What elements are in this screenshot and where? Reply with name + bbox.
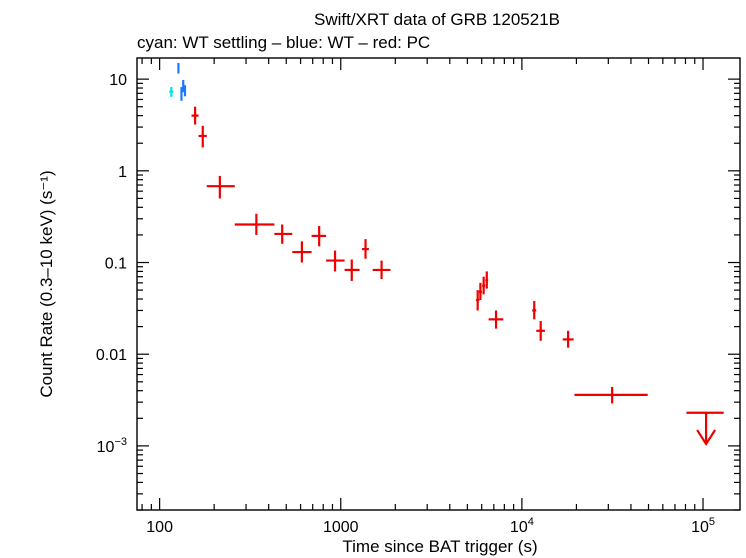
- y-tick-label: 1: [118, 164, 127, 181]
- data-point: [362, 239, 369, 259]
- data-point: [574, 386, 648, 404]
- y-tick-label: 0.1: [105, 256, 127, 273]
- x-tick-label: 100: [146, 519, 173, 536]
- y-tick-label: 10: [109, 72, 127, 89]
- axis-tick-labels: 100 1000 104 105 10 1 0.1 0.01 10−3: [96, 72, 715, 536]
- data-point: [182, 79, 185, 93]
- data-point: [198, 125, 207, 148]
- data-point: [372, 260, 391, 280]
- upper-limit-arrowhead: [696, 429, 717, 446]
- data-point: [485, 271, 489, 289]
- data-point: [476, 290, 480, 311]
- y-tick-label: 10−3: [97, 436, 127, 456]
- data-point: [482, 276, 486, 295]
- data-point: [183, 85, 187, 97]
- data-point: [311, 226, 327, 247]
- x-axis-label: Time since BAT trigger (s): [342, 537, 537, 556]
- data-points: [169, 62, 724, 446]
- data-point: [234, 213, 275, 235]
- chart-title: Swift/XRT data of GRB 120521B: [314, 10, 560, 29]
- data-point: [478, 282, 482, 301]
- data-point: [326, 250, 345, 272]
- upper-limit: [686, 411, 724, 446]
- data-point: [488, 310, 504, 329]
- data-point: [292, 241, 312, 263]
- x-tick-label: 104: [510, 516, 534, 536]
- x-tick-label: 1000: [323, 519, 359, 536]
- chart-subtitle: cyan: WT settling – blue: WT – red: PC: [137, 33, 430, 52]
- axis-ticks: [137, 58, 740, 511]
- data-point: [180, 87, 183, 101]
- data-point: [274, 224, 293, 244]
- data-point: [169, 87, 174, 97]
- y-tick-label: 0.01: [96, 347, 127, 364]
- data-point: [191, 106, 199, 125]
- data-point: [532, 301, 537, 320]
- data-point: [536, 321, 545, 341]
- data-point: [177, 62, 180, 74]
- plot-frame: [136, 57, 741, 511]
- y-axis-label: Count Rate (0.3–10 keV) (s⁻¹): [37, 170, 56, 397]
- data-point: [562, 330, 574, 348]
- data-point: [206, 175, 235, 199]
- x-tick-label: 105: [691, 516, 715, 536]
- data-point: [344, 259, 360, 281]
